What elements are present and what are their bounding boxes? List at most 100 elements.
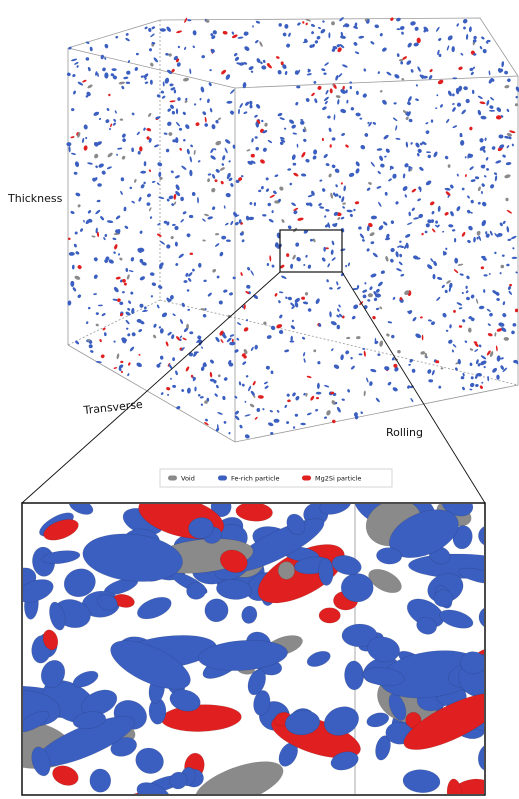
particle <box>194 103 197 106</box>
particle <box>477 109 482 115</box>
particle <box>190 144 194 148</box>
particle <box>89 344 93 348</box>
particle <box>121 85 125 89</box>
particle <box>104 72 108 78</box>
particle <box>271 210 274 213</box>
particle <box>378 224 384 231</box>
particle <box>381 47 387 53</box>
particle <box>331 348 334 352</box>
particle <box>230 89 236 95</box>
particle <box>360 144 366 150</box>
particle <box>200 403 203 406</box>
particle <box>417 153 420 157</box>
particle <box>431 211 435 215</box>
particle <box>113 367 117 370</box>
particle <box>86 57 90 61</box>
particle <box>207 178 211 182</box>
particle <box>480 355 487 360</box>
particle <box>349 213 353 217</box>
particle <box>276 56 280 60</box>
particle <box>363 350 366 356</box>
particle <box>279 291 284 293</box>
particle <box>489 110 495 112</box>
particle <box>486 100 490 106</box>
particle <box>75 192 81 197</box>
particle <box>172 313 176 317</box>
particle <box>140 171 146 174</box>
particle <box>480 115 486 119</box>
particle <box>234 56 240 62</box>
particle <box>91 235 95 238</box>
particle <box>443 251 445 256</box>
particle <box>413 217 419 220</box>
particle <box>115 215 121 220</box>
particle <box>368 181 373 185</box>
particle <box>250 70 253 73</box>
particle <box>364 282 366 285</box>
particle <box>139 304 143 308</box>
particle <box>317 383 320 389</box>
particle <box>276 323 283 329</box>
particle <box>316 392 322 395</box>
particle <box>504 337 510 341</box>
particle <box>271 264 275 268</box>
particle <box>385 256 389 262</box>
particles <box>66 16 519 439</box>
particle <box>495 160 502 165</box>
particle <box>356 336 361 340</box>
particle <box>99 339 102 343</box>
particle <box>387 321 392 324</box>
particle <box>452 93 455 97</box>
particle <box>330 192 334 199</box>
particle <box>124 225 129 229</box>
particle <box>117 147 122 150</box>
particle <box>128 362 131 366</box>
particle <box>172 385 176 388</box>
particle <box>172 224 176 227</box>
particle <box>346 337 350 340</box>
particle <box>405 141 408 147</box>
particle <box>398 261 403 266</box>
particle <box>361 239 365 243</box>
particle <box>118 81 125 85</box>
particle <box>252 25 254 28</box>
particle <box>77 264 83 270</box>
particle <box>211 124 216 130</box>
particle <box>461 231 466 237</box>
particle <box>358 226 362 230</box>
particle <box>444 187 451 191</box>
particle <box>512 257 518 259</box>
particle <box>504 85 509 89</box>
particle <box>350 107 354 111</box>
particle <box>93 274 98 280</box>
particle <box>128 300 132 304</box>
particle <box>378 155 383 162</box>
particle <box>307 308 312 313</box>
particle <box>192 45 195 48</box>
particle <box>75 251 80 256</box>
particle <box>215 336 221 343</box>
particle <box>276 410 280 414</box>
particle <box>269 410 273 413</box>
particle <box>76 65 79 68</box>
particle <box>355 161 361 167</box>
particle <box>395 201 399 206</box>
particle <box>224 205 226 209</box>
particle <box>250 270 254 276</box>
particle <box>223 376 228 381</box>
particle <box>488 312 493 317</box>
particle <box>305 97 310 102</box>
particle <box>106 108 110 112</box>
particle <box>170 378 172 380</box>
particle <box>223 289 228 293</box>
particle <box>179 335 182 338</box>
particle <box>198 394 201 397</box>
particle <box>408 212 411 217</box>
particle <box>225 192 231 197</box>
particle <box>481 266 484 269</box>
particle <box>277 70 282 75</box>
particle <box>456 23 459 27</box>
particle <box>496 375 500 380</box>
particle <box>96 312 99 315</box>
particle <box>281 219 285 224</box>
